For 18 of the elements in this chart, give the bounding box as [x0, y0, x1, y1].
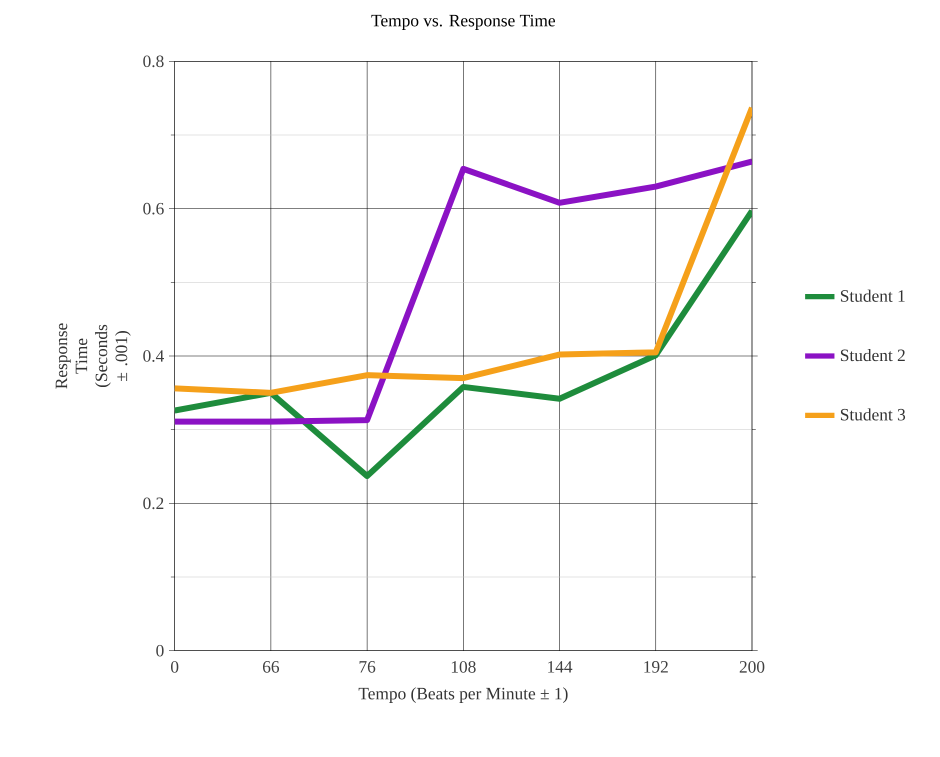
x-tick-label: 200 — [740, 660, 764, 673]
legend-label: Student 1 — [840, 289, 905, 302]
legend-label: Student 3 — [840, 408, 906, 420]
x-tick-label: 192 — [644, 660, 668, 673]
x-tick-label: 108 — [452, 660, 476, 673]
y-tick-label: 0.8 — [143, 55, 164, 68]
y-tick-label: 0.6 — [143, 202, 164, 214]
y-tick-label: 0.2 — [143, 497, 164, 510]
x-tick-label: 0 — [171, 660, 178, 673]
x-tick-label: 144 — [548, 660, 572, 672]
x-axis-title: Tempo (Beats per Minute ± 1) — [358, 687, 568, 703]
y-tick-label: 0 — [156, 644, 164, 656]
y-tick-label: 0.4 — [143, 350, 164, 362]
x-tick-label: 76 — [360, 660, 376, 673]
chart-title: Tempo vs. Response Time — [371, 14, 555, 30]
y-axis-title: Response Time (Seconds ± .001) — [56, 323, 131, 389]
legend-label: Student 2 — [840, 348, 905, 362]
x-tick-label: 66 — [262, 660, 280, 673]
